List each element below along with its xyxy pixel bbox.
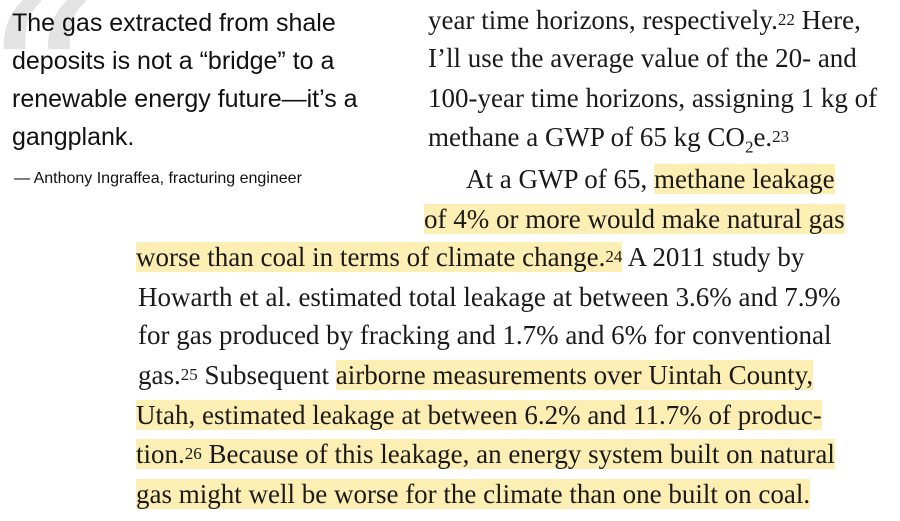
pull-quote: The gas extracted from shale deposits is… [12,4,402,156]
body-line-2: I’ll use the average value of the 20- an… [428,43,857,73]
highlight: worse than coal in terms of climate chan… [136,242,623,272]
body-line-5: At a GWP of 65, methane leakage [466,164,835,194]
body-line-4: methane a GWP of 65 kg CO2e.23 [428,122,790,157]
highlight: of 4% or more would make natural gas [424,204,845,234]
footnote-ref-26[interactable]: 26 [184,444,202,463]
footnote-ref-22[interactable]: 22 [777,10,795,29]
body-line-11: Utah, estimated leakage at between 6.2% … [136,395,822,435]
body-line-1: year time horizons, respectively.22 Here… [428,5,861,35]
highlight: airborne measurements over Uintah County… [335,360,814,390]
footnote-ref-24[interactable]: 24 [605,247,623,266]
body-line-9: for gas produced by fracking and 1.7% an… [138,320,832,350]
body-line-7: worse than coal in terms of climate chan… [136,242,805,272]
body-line-3: 100-year time horizons, assigning 1 kg o… [428,83,878,113]
body-line-8: Howarth et al. estimated total leakage a… [138,282,841,312]
pull-quote-attribution: — Anthony Ingraffea, fracturing engineer [14,170,302,187]
highlight: tion.26 Because of this leakage, an ener… [136,439,835,469]
decorative-quote-mark: “ [0,0,98,200]
footnote-ref-25[interactable]: 25 [180,365,198,384]
body-line-6: of 4% or more would make natural gas [424,199,845,239]
pull-quote-text: The gas extracted from shale deposits is… [12,9,358,151]
body-line-10: gas.25 Subsequent airborne measurements … [138,360,814,390]
highlight: Utah, estimated leakage at between 6.2% … [136,400,822,430]
body-line-12: tion.26 Because of this leakage, an ener… [136,434,835,474]
footnote-ref-23[interactable]: 23 [772,127,790,146]
highlight: gas might well be worse for the climate … [136,479,811,509]
highlight: methane leakage [653,164,835,194]
body-line-13: gas might well be worse for the climate … [136,474,811,514]
